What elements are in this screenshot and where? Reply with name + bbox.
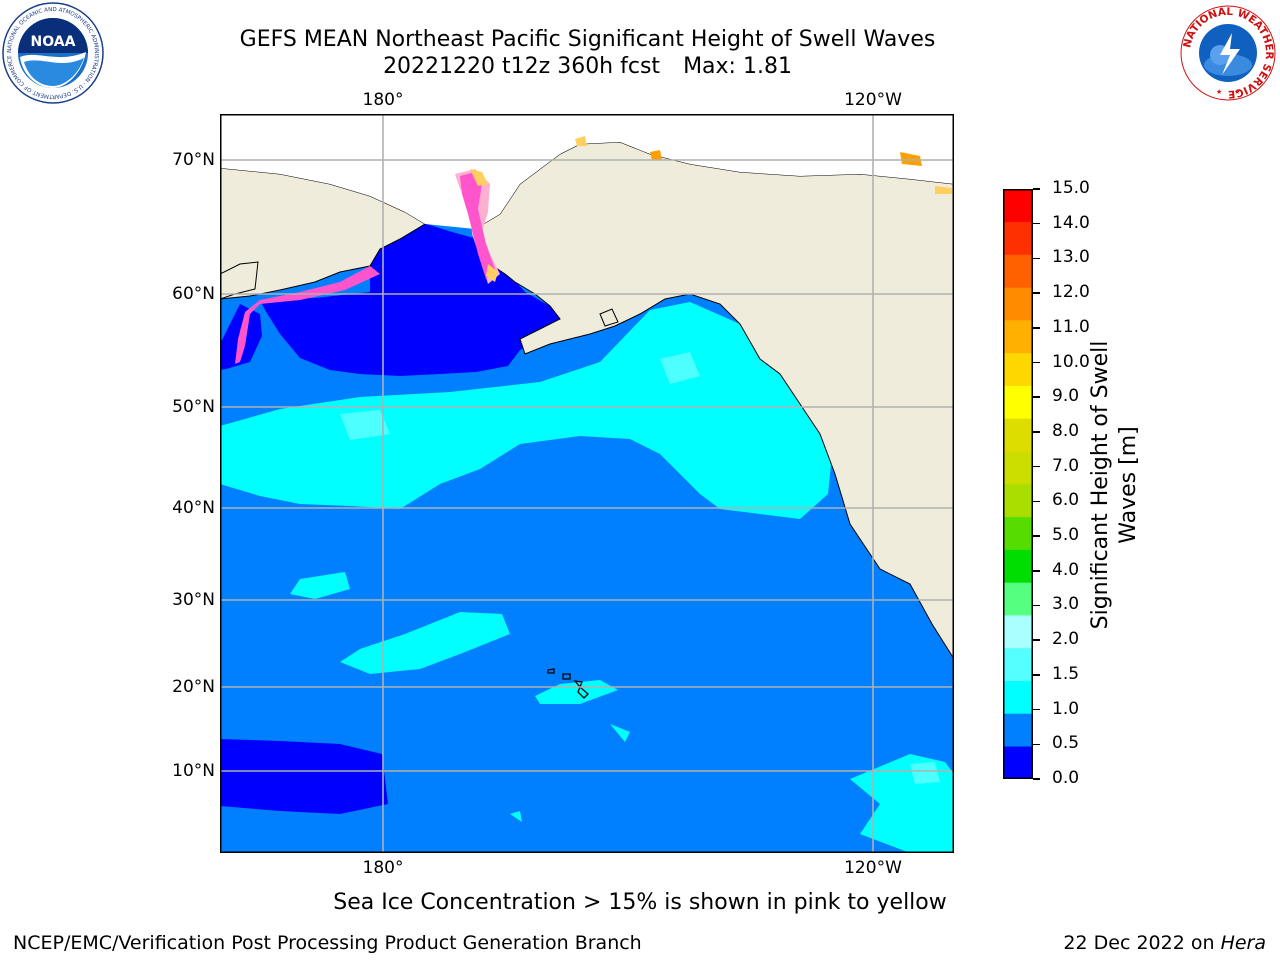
colorbar-tick-label: 8.0 [1052, 420, 1080, 441]
colorbar-tick-mark [1033, 743, 1040, 746]
colorbar-tick-label: 6.0 [1052, 490, 1080, 511]
colorbar-tick-label: 5.0 [1052, 525, 1080, 546]
colorbar-tick-label: 1.0 [1052, 698, 1080, 719]
colorbar-tick-label: 12.0 [1052, 282, 1090, 303]
colorbar-tick-mark [1033, 674, 1040, 676]
colorbar-band [1003, 385, 1033, 419]
colorbar-tick-mark [1033, 327, 1040, 329]
lon-label-top-120w: 120°W [844, 90, 902, 110]
colorbar-frame [1003, 189, 1033, 779]
colorbar-tick-mark [1033, 778, 1040, 780]
colorbar-band [1003, 615, 1033, 649]
svg-text:★: ★ [1216, 88, 1222, 96]
colorbar-tick-label: 4.0 [1052, 559, 1080, 580]
colorbar-tick-mark [1033, 639, 1040, 641]
colorbar-tick-label: 7.0 [1052, 455, 1080, 476]
colorbar-band [1003, 352, 1033, 386]
colorbar-band [1003, 221, 1033, 255]
run-info: 20221220 t12z 360h fcst [383, 54, 661, 79]
colorbar-tick-label: 11.0 [1052, 316, 1090, 337]
colorbar-tick-mark [1033, 361, 1040, 364]
colorbar-tick-mark [1033, 535, 1040, 537]
colorbar-tick-mark [1033, 604, 1040, 607]
colorbar-tick-mark [1033, 188, 1040, 190]
colorbar-tick-mark [1033, 396, 1040, 398]
colorbar-band [1003, 320, 1033, 354]
lat-label-10n: 10°N [172, 761, 215, 781]
swell-height-map [220, 114, 954, 853]
footer-date: 22 Dec 2022 on Hera [1063, 932, 1266, 954]
lat-label-20n: 20°N [172, 677, 215, 697]
colorbar-band [1003, 746, 1033, 779]
colorbar-band [1003, 647, 1033, 681]
sea-ice-overlay [235, 136, 952, 364]
colorbar-tick-mark [1033, 257, 1040, 260]
nws-logo: NATIONAL WEATHER SERVICE ★ ★ [1180, 5, 1276, 101]
no-data-regions [220, 114, 954, 229]
colorbar-tick-label: 13.0 [1052, 247, 1090, 268]
colorbar-band [1003, 549, 1033, 583]
lon-label-top-180: 180° [362, 90, 404, 110]
colorbar-band [1003, 484, 1033, 518]
footer-date-text: 22 Dec 2022 on [1063, 932, 1215, 954]
swell-1.5-2.0m-regions [340, 352, 940, 784]
colorbar-band [1003, 418, 1033, 452]
colorbar-band [1003, 582, 1033, 616]
lat-label-30n: 30°N [172, 590, 215, 610]
colorbar [1003, 189, 1033, 779]
lat-label-40n: 40°N [172, 498, 215, 518]
hawaiian-islands [547, 668, 589, 699]
colorbar-tick-label: 0.5 [1052, 733, 1080, 754]
svg-text:★: ★ [1234, 88, 1240, 96]
colorbar-tick-mark [1033, 500, 1040, 503]
colorbar-tick-label: 9.0 [1052, 386, 1080, 407]
map-gridlines [220, 114, 954, 853]
colorbar-band [1003, 189, 1033, 223]
colorbar-tick-mark [1033, 292, 1040, 294]
colorbar-band [1003, 254, 1033, 288]
colorbar-tick-label: 14.0 [1052, 212, 1090, 233]
colorbar-band [1003, 451, 1033, 485]
colorbar-tick-mark [1033, 708, 1040, 711]
map-frame [220, 114, 954, 853]
colorbar-tick-label: 3.0 [1052, 594, 1080, 615]
lon-label-bottom-120w: 120°W [844, 858, 902, 878]
footer-organization: NCEP/EMC/Verification Post Processing Pr… [13, 932, 642, 954]
lat-label-50n: 50°N [172, 397, 215, 417]
map-subtitle: 20221220 t12z 360h fcst Max: 1.81 [0, 54, 1175, 79]
lat-label-70n: 70°N [172, 150, 215, 170]
lon-label-bottom-180: 180° [362, 858, 404, 878]
max-value: Max: 1.81 [683, 54, 792, 79]
colorbar-tick-mark [1033, 465, 1040, 468]
colorbar-band [1003, 287, 1033, 321]
colorbar-tick-label: 1.5 [1052, 663, 1080, 684]
colorbar-tick-mark [1033, 570, 1040, 572]
colorbar-tick-mark [1033, 431, 1040, 433]
colorbar-tick-label: 15.0 [1052, 178, 1090, 198]
colorbar-band [1003, 713, 1033, 747]
noaa-logo-text: NOAA [31, 34, 76, 50]
sea-ice-note: Sea Ice Concentration > 15% is shown in … [333, 890, 947, 915]
colorbar-band [1003, 680, 1033, 714]
colorbar-tick-label: 0.0 [1052, 768, 1080, 788]
noaa-logo: NATIONAL OCEANIC AND ATMOSPHERIC ADMINIS… [2, 2, 104, 104]
footer-machine: Hera [1220, 932, 1266, 954]
lat-label-60n: 60°N [172, 284, 215, 304]
colorbar-title: Significant Height of Swell Waves [m] [1088, 340, 1141, 630]
colorbar-tick-label: 10.0 [1052, 351, 1090, 372]
map-title: GEFS MEAN Northeast Pacific Significant … [239, 27, 936, 52]
colorbar-band [1003, 516, 1033, 550]
colorbar-tick-mark [1033, 222, 1040, 225]
colorbar-tick-label: 2.0 [1052, 629, 1080, 650]
